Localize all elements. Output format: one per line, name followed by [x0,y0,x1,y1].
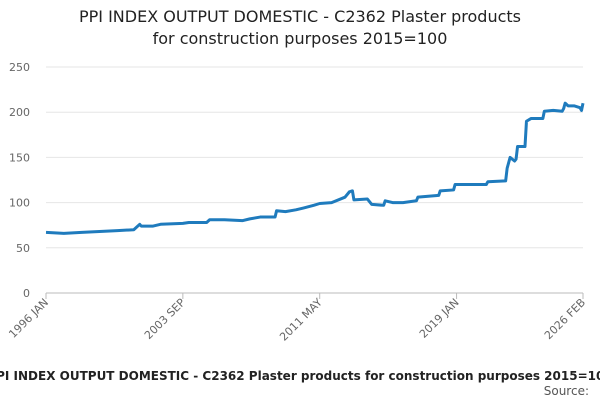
y-tick-label: 150 [9,151,30,164]
x-tick-label: 1996 JAN [6,296,51,341]
title-line: PPI INDEX OUTPUT DOMESTIC - C2362 Plaste… [79,7,521,26]
y-tick-label: 50 [16,242,30,255]
source: Source: [544,384,589,398]
data-line [45,101,585,235]
footer-title: PPI INDEX OUTPUT DOMESTIC - C2362 Plaste… [0,369,600,383]
y-tick-label: 0 [23,287,30,300]
x-tick-label: 2011 MAY [277,296,325,344]
y-tick-label: 100 [9,197,30,210]
x-tick-label: 2003 SEP [142,296,188,342]
x-tick-label: 2026 FEB [542,296,588,342]
title-line: for construction purposes 2015=100 [153,29,448,48]
y-tick-label: 250 [9,61,30,74]
y-tick-label: 200 [9,106,30,119]
chart-title: PPI INDEX OUTPUT DOMESTIC - C2362 Plaste… [79,7,521,48]
x-tick-label: 2019 JAN [417,296,462,341]
